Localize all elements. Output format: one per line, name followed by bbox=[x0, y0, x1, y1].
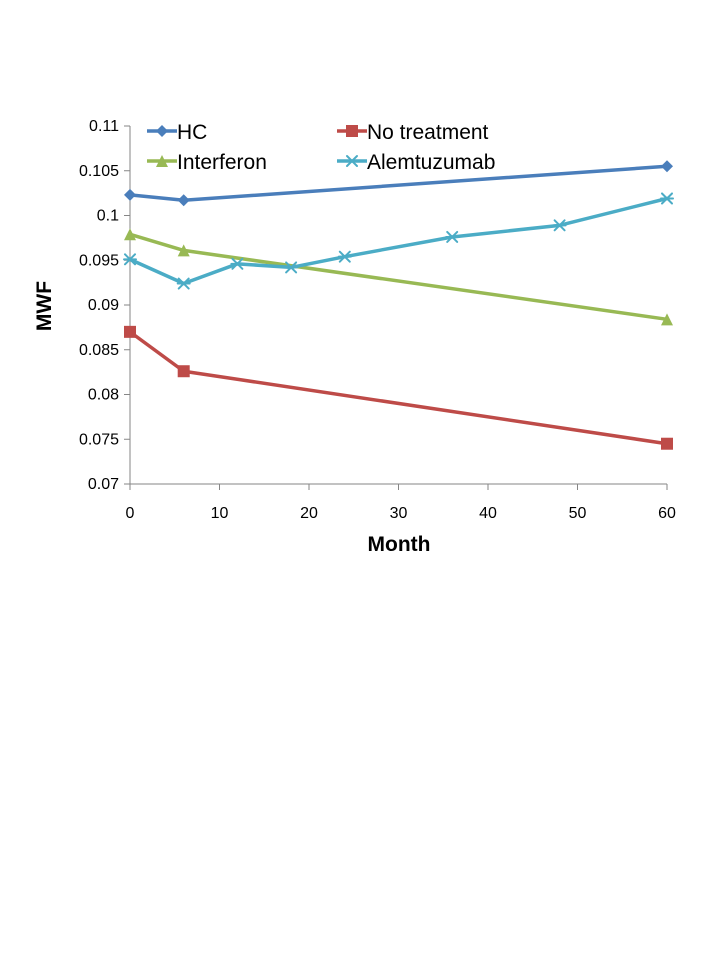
data-point-hc bbox=[124, 188, 136, 201]
x-tick-label: 20 bbox=[300, 505, 318, 522]
x-tick-label: 0 bbox=[126, 505, 135, 522]
legend-item-interferon: Interferon bbox=[147, 151, 267, 174]
legend-item-no-treatment: No treatment bbox=[337, 121, 489, 144]
y-tick-label: 0.09 bbox=[88, 297, 119, 314]
legend-label: Interferon bbox=[177, 151, 267, 174]
x-tick-label: 30 bbox=[390, 505, 408, 522]
y-tick-label: 0.105 bbox=[79, 163, 119, 180]
data-point-alemtuzumab bbox=[552, 219, 567, 232]
legend-label: HC bbox=[177, 121, 207, 144]
x-tick-label: 10 bbox=[211, 505, 229, 522]
y-tick-label: 0.1 bbox=[97, 208, 119, 225]
legend-item-alemtuzumab: Alemtuzumab bbox=[337, 151, 495, 174]
legend-marker bbox=[156, 155, 168, 167]
data-point-hc bbox=[661, 160, 673, 173]
data-point-alemtuzumab bbox=[445, 230, 460, 243]
x-axis-title: Month bbox=[368, 533, 431, 556]
legend-item-hc: HC bbox=[147, 121, 207, 144]
data-point-hc bbox=[177, 194, 190, 207]
series-layer bbox=[123, 160, 674, 450]
y-axis-title: MWF bbox=[33, 281, 56, 331]
series-interferon bbox=[124, 228, 673, 326]
y-tick-label: 0.07 bbox=[88, 476, 119, 493]
legend-marker bbox=[345, 155, 359, 167]
data-point-interferon bbox=[661, 313, 673, 326]
data-point-interferon bbox=[124, 228, 136, 241]
legend: HC No treatment Interferon Alemtuzumab bbox=[147, 121, 495, 174]
x-tick-label: 50 bbox=[569, 505, 587, 522]
series-alemtuzumab bbox=[123, 192, 674, 290]
y-tick-label: 0.095 bbox=[79, 252, 119, 269]
data-point-alemtuzumab bbox=[660, 192, 674, 205]
y-tick-label: 0.085 bbox=[79, 342, 119, 359]
data-point-interferon bbox=[177, 244, 190, 257]
data-point-alemtuzumab bbox=[230, 257, 245, 270]
series-line-alemtuzumab bbox=[128, 196, 669, 286]
data-point-no-treatment bbox=[661, 437, 673, 450]
series-hc bbox=[124, 160, 673, 207]
legend-label: Alemtuzumab bbox=[367, 151, 495, 174]
data-point-alemtuzumab bbox=[337, 250, 352, 263]
data-point-no-treatment bbox=[124, 325, 136, 338]
legend-marker bbox=[156, 125, 168, 137]
data-point-alemtuzumab bbox=[123, 253, 137, 266]
legend-marker bbox=[346, 125, 358, 137]
y-tick-label: 0.08 bbox=[88, 387, 119, 404]
x-tick-label: 40 bbox=[479, 505, 497, 522]
x-tick-label: 60 bbox=[658, 505, 676, 522]
legend-label: No treatment bbox=[367, 121, 489, 144]
series-no-treatment bbox=[124, 325, 673, 450]
axes: 0.07 0.075 0.08 0.085 0.09 0.095 0.1 0.105 0.11 0… bbox=[79, 118, 676, 522]
y-tick-label: 0.075 bbox=[79, 431, 119, 448]
series-line-no-treatment bbox=[128, 330, 669, 446]
y-tick-label: 0.11 bbox=[89, 118, 119, 135]
data-point-alemtuzumab bbox=[176, 277, 191, 290]
data-point-alemtuzumab bbox=[284, 261, 299, 274]
data-point-no-treatment bbox=[177, 365, 190, 378]
